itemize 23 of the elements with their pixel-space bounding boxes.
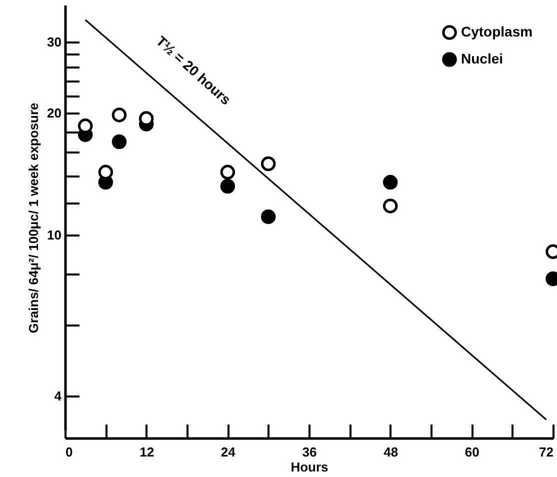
point <box>260 156 276 172</box>
x-tick-label: 48 <box>384 444 398 460</box>
x-tick-label: 0 <box>66 444 73 460</box>
x-tick-label: 12 <box>140 444 154 460</box>
y-tick-label: 30 <box>47 34 62 50</box>
point <box>112 134 127 150</box>
x-tick-label: 36 <box>302 444 317 460</box>
legend-label: Cytoplasm <box>461 24 533 40</box>
point <box>382 198 398 214</box>
point <box>382 174 398 190</box>
legend-label: Nuclei <box>461 50 504 66</box>
x-tick-label: 72 <box>539 444 554 460</box>
point <box>260 209 276 224</box>
x-axis-title: Hours <box>290 460 328 474</box>
x-tick-label: 60 <box>464 444 480 460</box>
x-tick-label: 24 <box>220 444 236 460</box>
y-axis-title: Grains/ 64μ²/ 100μc/ 1 week exposure <box>26 102 42 334</box>
y-tick-label: 20 <box>47 106 62 121</box>
y-tick-label: 4 <box>54 388 62 404</box>
point <box>220 178 236 194</box>
point <box>220 164 236 180</box>
point <box>112 108 127 122</box>
y-tick-label: 10 <box>47 228 62 243</box>
